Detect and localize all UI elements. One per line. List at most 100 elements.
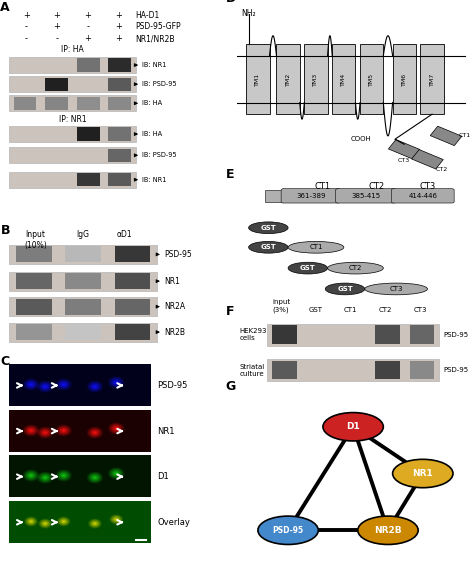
FancyBboxPatch shape (115, 324, 150, 340)
FancyBboxPatch shape (272, 325, 297, 344)
FancyBboxPatch shape (265, 190, 283, 201)
FancyBboxPatch shape (16, 324, 52, 340)
Text: D1: D1 (157, 472, 169, 481)
Text: NR1: NR1 (412, 469, 433, 478)
FancyBboxPatch shape (109, 78, 131, 91)
Polygon shape (430, 126, 462, 145)
FancyBboxPatch shape (375, 325, 400, 344)
Text: αD1: αD1 (117, 230, 132, 239)
Text: +: + (115, 23, 121, 31)
FancyBboxPatch shape (45, 97, 68, 110)
Text: B: B (0, 224, 10, 237)
Text: CT1: CT1 (344, 307, 357, 312)
Text: NR2B: NR2B (164, 328, 185, 337)
Text: +: + (115, 11, 121, 20)
FancyBboxPatch shape (77, 58, 100, 72)
Text: IB: HA: IB: HA (142, 100, 162, 106)
FancyBboxPatch shape (16, 299, 52, 315)
FancyBboxPatch shape (65, 299, 101, 315)
Text: -: - (25, 34, 28, 43)
FancyBboxPatch shape (9, 323, 157, 342)
Text: +: + (54, 23, 61, 31)
FancyBboxPatch shape (77, 127, 100, 141)
FancyBboxPatch shape (420, 44, 444, 114)
Ellipse shape (258, 516, 319, 544)
Text: CT2: CT2 (349, 265, 362, 271)
Text: CT1: CT1 (458, 134, 471, 139)
Ellipse shape (248, 222, 288, 234)
Text: HEK293
cells: HEK293 cells (239, 328, 267, 341)
Text: IB: NR1: IB: NR1 (142, 177, 166, 183)
FancyBboxPatch shape (410, 361, 434, 379)
Polygon shape (388, 140, 420, 159)
Text: TM6: TM6 (402, 72, 407, 85)
Text: IP: NR1: IP: NR1 (58, 115, 86, 124)
Text: GST: GST (300, 265, 316, 271)
FancyBboxPatch shape (109, 149, 131, 162)
FancyBboxPatch shape (14, 97, 36, 110)
Text: IB: PSD-95: IB: PSD-95 (142, 81, 177, 87)
FancyBboxPatch shape (109, 58, 131, 72)
Text: Striatal
culture: Striatal culture (239, 363, 264, 376)
Text: Overlay: Overlay (157, 518, 190, 527)
Text: +: + (84, 34, 91, 43)
FancyBboxPatch shape (65, 246, 101, 263)
Text: E: E (226, 168, 234, 181)
FancyBboxPatch shape (115, 299, 150, 315)
Text: IB: PSD-95: IB: PSD-95 (142, 152, 177, 158)
Text: PSD-95: PSD-95 (444, 332, 469, 338)
FancyBboxPatch shape (410, 325, 434, 344)
Text: CT2: CT2 (379, 307, 392, 312)
Text: GST: GST (261, 245, 276, 250)
FancyBboxPatch shape (65, 324, 101, 340)
Text: CT3: CT3 (389, 286, 403, 292)
FancyBboxPatch shape (281, 188, 340, 203)
FancyBboxPatch shape (360, 44, 383, 114)
Text: PSD-95: PSD-95 (157, 381, 188, 390)
FancyBboxPatch shape (375, 361, 400, 379)
Text: NR1: NR1 (157, 427, 175, 436)
Text: CT2: CT2 (368, 182, 384, 191)
Text: CT1: CT1 (315, 182, 331, 191)
Text: NR1: NR1 (164, 277, 180, 286)
Text: D1: D1 (346, 422, 360, 431)
FancyBboxPatch shape (77, 97, 100, 110)
FancyBboxPatch shape (332, 44, 356, 114)
FancyBboxPatch shape (304, 44, 328, 114)
Text: CT1: CT1 (309, 245, 323, 250)
FancyBboxPatch shape (267, 324, 439, 346)
Ellipse shape (365, 283, 428, 295)
FancyBboxPatch shape (9, 126, 136, 142)
Text: PSD-95: PSD-95 (444, 367, 469, 373)
Text: -: - (55, 34, 59, 43)
Text: PSD-95: PSD-95 (164, 250, 191, 259)
Text: +: + (54, 11, 61, 20)
Text: +: + (23, 11, 30, 20)
FancyBboxPatch shape (9, 76, 136, 92)
Text: 361-389: 361-389 (296, 193, 326, 199)
Text: +: + (84, 11, 91, 20)
Ellipse shape (288, 242, 344, 253)
Polygon shape (411, 149, 443, 169)
Text: TM4: TM4 (341, 72, 346, 86)
FancyBboxPatch shape (276, 44, 300, 114)
FancyBboxPatch shape (9, 147, 136, 163)
FancyBboxPatch shape (246, 44, 270, 114)
Text: CT3: CT3 (414, 307, 427, 312)
FancyBboxPatch shape (392, 44, 416, 114)
FancyBboxPatch shape (9, 57, 136, 73)
FancyBboxPatch shape (9, 171, 136, 188)
Text: -: - (25, 23, 28, 31)
Ellipse shape (248, 242, 288, 253)
FancyBboxPatch shape (336, 188, 396, 203)
Text: C: C (0, 355, 9, 368)
Text: HA-D1: HA-D1 (136, 11, 160, 20)
FancyBboxPatch shape (115, 246, 150, 263)
Text: F: F (226, 305, 234, 318)
Ellipse shape (392, 460, 453, 488)
Text: NR2A: NR2A (164, 302, 185, 311)
Text: TM3: TM3 (313, 72, 319, 86)
Text: A: A (0, 1, 10, 14)
FancyBboxPatch shape (109, 173, 131, 186)
Text: GST: GST (337, 286, 353, 292)
